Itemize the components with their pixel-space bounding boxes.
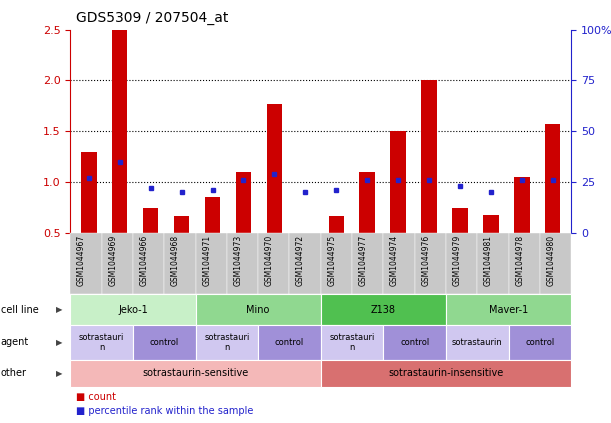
Text: sotrastaurin-insensitive: sotrastaurin-insensitive [389,368,503,378]
Text: sotrastauri
n: sotrastauri n [329,332,375,352]
Bar [174,216,189,233]
Bar [359,172,375,233]
Text: GSM1044971: GSM1044971 [202,235,211,286]
Text: other: other [1,368,27,378]
Text: GSM1044972: GSM1044972 [296,235,305,286]
Text: sotrastauri
n: sotrastauri n [204,332,249,352]
Text: GSM1044980: GSM1044980 [547,235,555,286]
Text: ▶: ▶ [56,369,62,378]
Text: GSM1044966: GSM1044966 [139,235,148,286]
Bar [329,216,344,233]
Text: GSM1044979: GSM1044979 [453,235,462,286]
Text: control: control [150,338,179,347]
Text: GSM1044975: GSM1044975 [327,235,337,286]
Text: GSM1044970: GSM1044970 [265,235,274,286]
Bar [266,104,282,233]
Bar [545,124,560,233]
Text: agent: agent [1,337,29,347]
Text: sotrastaurin: sotrastaurin [452,338,503,347]
Text: ▶: ▶ [56,338,62,347]
Text: ■ count: ■ count [76,392,116,401]
Text: Z138: Z138 [371,305,396,315]
Bar [205,198,220,233]
Text: GSM1044967: GSM1044967 [77,235,86,286]
Bar [452,208,467,233]
Text: control: control [275,338,304,347]
Text: GSM1044978: GSM1044978 [515,235,524,286]
Text: Maver-1: Maver-1 [489,305,529,315]
Bar [390,131,406,233]
Text: GSM1044977: GSM1044977 [359,235,368,286]
Text: Mino: Mino [246,305,270,315]
Bar [81,152,97,233]
Text: ▶: ▶ [56,305,62,314]
Bar [514,177,530,233]
Text: sotrastaurin-sensitive: sotrastaurin-sensitive [142,368,249,378]
Text: GDS5309 / 207504_at: GDS5309 / 207504_at [76,11,229,25]
Text: sotrastauri
n: sotrastauri n [79,332,124,352]
Text: GSM1044981: GSM1044981 [484,235,493,286]
Text: Jeko-1: Jeko-1 [118,305,148,315]
Bar [236,172,251,233]
Bar [483,215,499,233]
Text: GSM1044969: GSM1044969 [108,235,117,286]
Text: control: control [400,338,430,347]
Text: GSM1044974: GSM1044974 [390,235,399,286]
Text: control: control [525,338,555,347]
Bar [112,30,128,233]
Text: ■ percentile rank within the sample: ■ percentile rank within the sample [76,406,254,416]
Bar [422,80,437,233]
Text: GSM1044976: GSM1044976 [422,235,430,286]
Text: cell line: cell line [1,305,38,315]
Text: GSM1044968: GSM1044968 [171,235,180,286]
Bar [143,208,158,233]
Text: GSM1044973: GSM1044973 [233,235,243,286]
